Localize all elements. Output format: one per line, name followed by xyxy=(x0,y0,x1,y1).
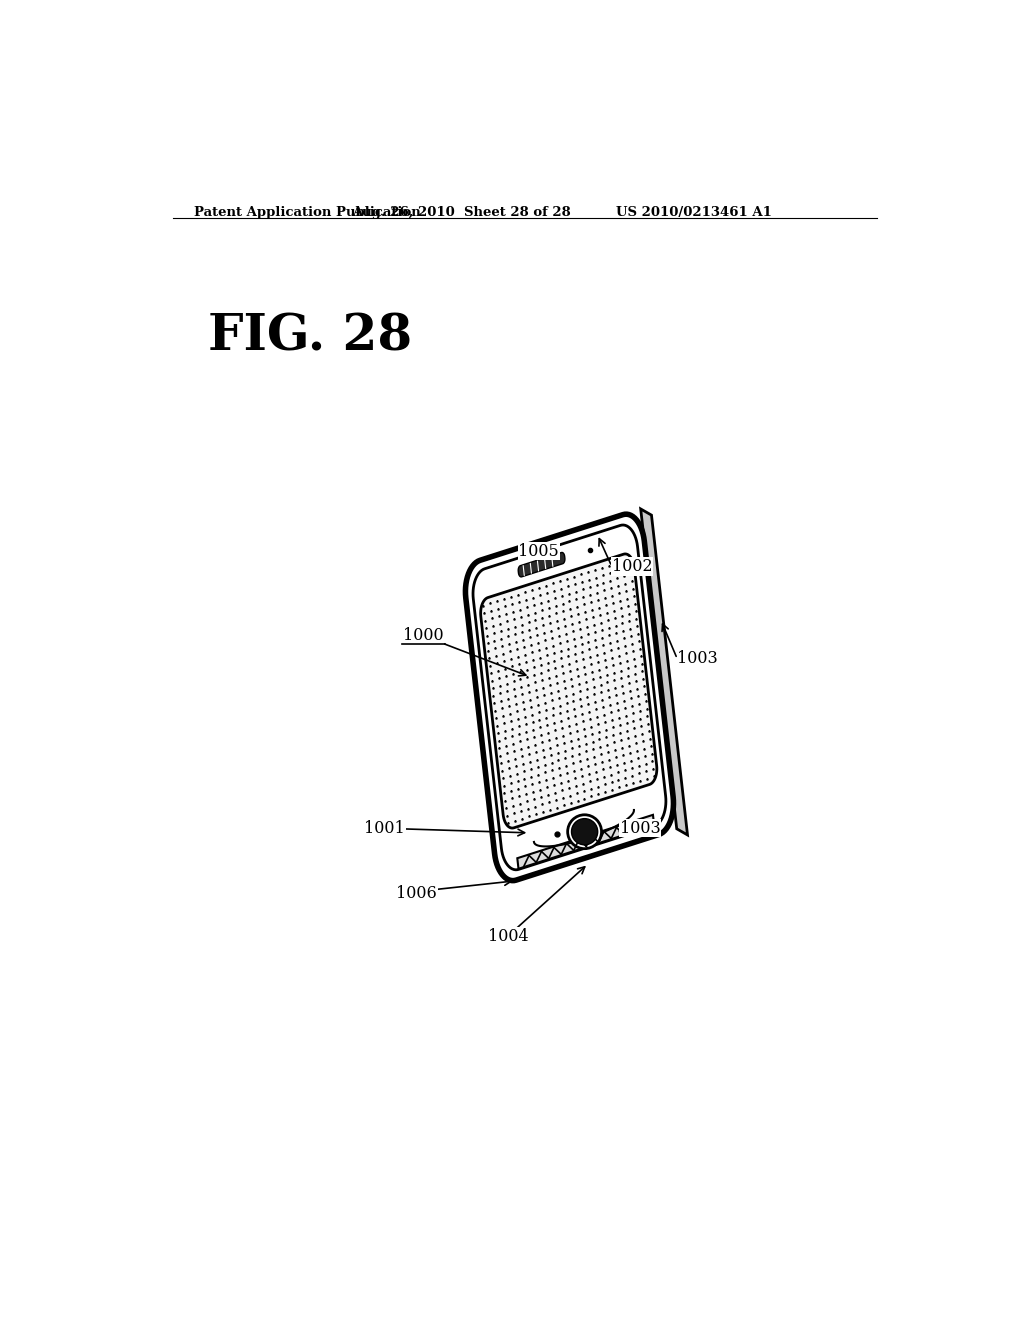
Text: 1003: 1003 xyxy=(620,820,660,837)
Text: US 2010/0213461 A1: US 2010/0213461 A1 xyxy=(615,206,771,219)
Text: Aug. 26, 2010  Sheet 28 of 28: Aug. 26, 2010 Sheet 28 of 28 xyxy=(352,206,571,219)
Text: 1003: 1003 xyxy=(677,651,718,668)
Text: Patent Application Publication: Patent Application Publication xyxy=(195,206,421,219)
Polygon shape xyxy=(466,515,674,880)
Polygon shape xyxy=(517,814,654,869)
Polygon shape xyxy=(641,510,687,836)
Text: 1001: 1001 xyxy=(365,820,406,837)
Text: 1000: 1000 xyxy=(402,627,443,644)
Text: FIG. 28: FIG. 28 xyxy=(208,313,412,362)
Circle shape xyxy=(571,818,598,845)
Text: 1006: 1006 xyxy=(396,886,437,903)
Text: 1002: 1002 xyxy=(611,558,652,576)
Text: 1004: 1004 xyxy=(487,928,528,945)
Text: 1005: 1005 xyxy=(518,543,559,560)
Polygon shape xyxy=(473,525,666,870)
Polygon shape xyxy=(518,553,565,577)
Polygon shape xyxy=(480,554,656,828)
Circle shape xyxy=(567,814,601,849)
